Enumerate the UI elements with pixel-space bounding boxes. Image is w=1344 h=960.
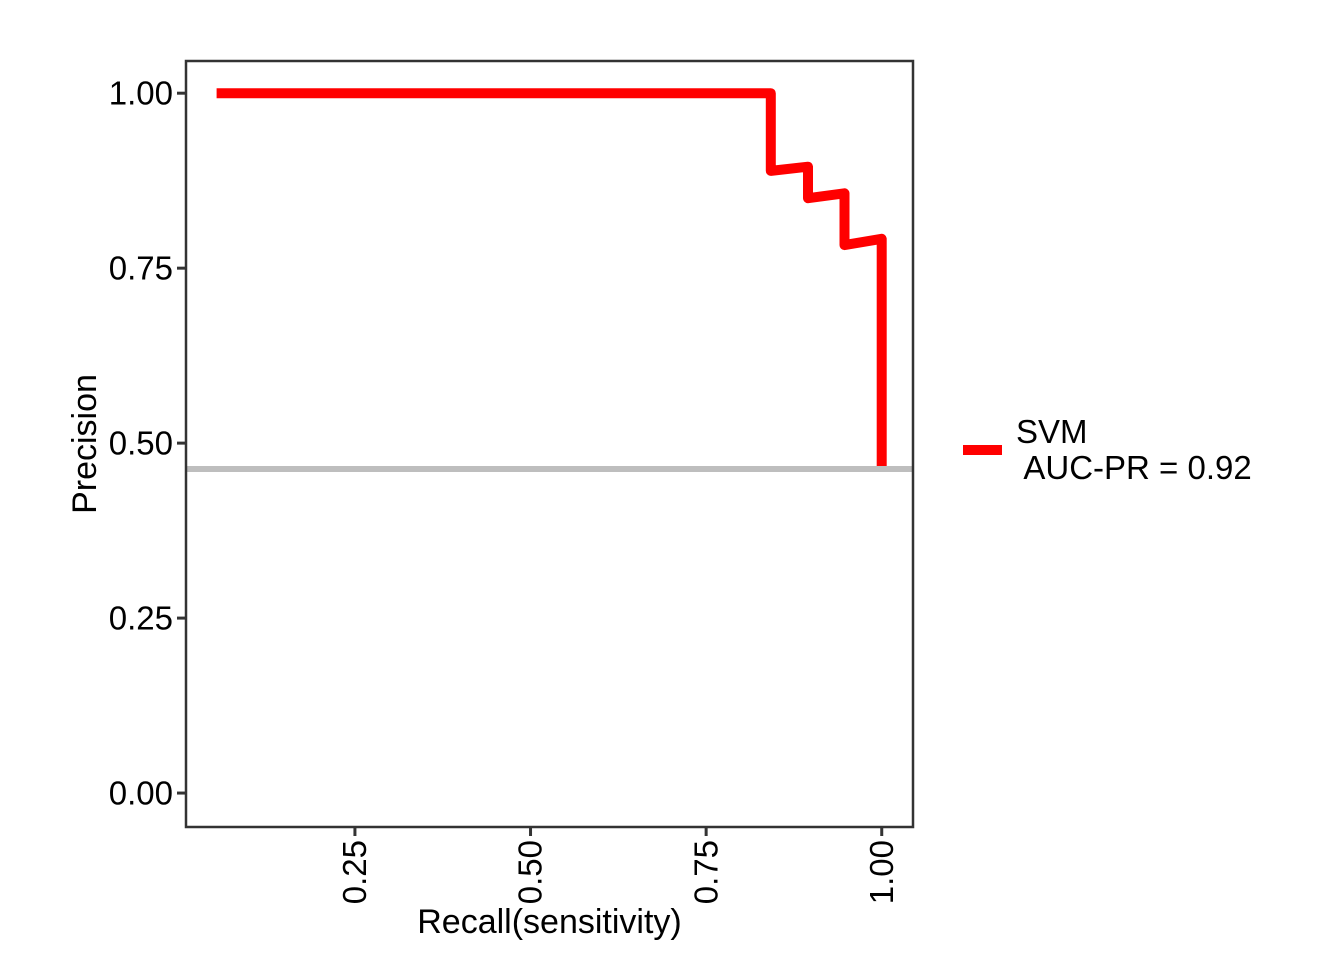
x-tick-label: 0.25 bbox=[336, 840, 373, 904]
y-tick-label: 0.00 bbox=[109, 774, 173, 811]
x-tick-label: 0.50 bbox=[512, 840, 549, 904]
x-tick-label: 1.00 bbox=[863, 840, 900, 904]
y-tick-label: 0.25 bbox=[109, 599, 173, 636]
y-axis-title: Precision bbox=[65, 374, 104, 514]
pr-curve-line bbox=[216, 88, 887, 469]
y-tick-label: 1.00 bbox=[109, 74, 173, 111]
legend-line-swatch bbox=[963, 445, 1002, 455]
x-axis-title: Recall(sensitivity) bbox=[417, 903, 682, 941]
legend-label: SVM AUC-PR = 0.92 bbox=[1016, 413, 1252, 486]
x-tick-label: 0.75 bbox=[687, 840, 724, 904]
y-tick-label: 0.75 bbox=[109, 249, 173, 286]
y-tick-label: 0.50 bbox=[109, 424, 173, 461]
